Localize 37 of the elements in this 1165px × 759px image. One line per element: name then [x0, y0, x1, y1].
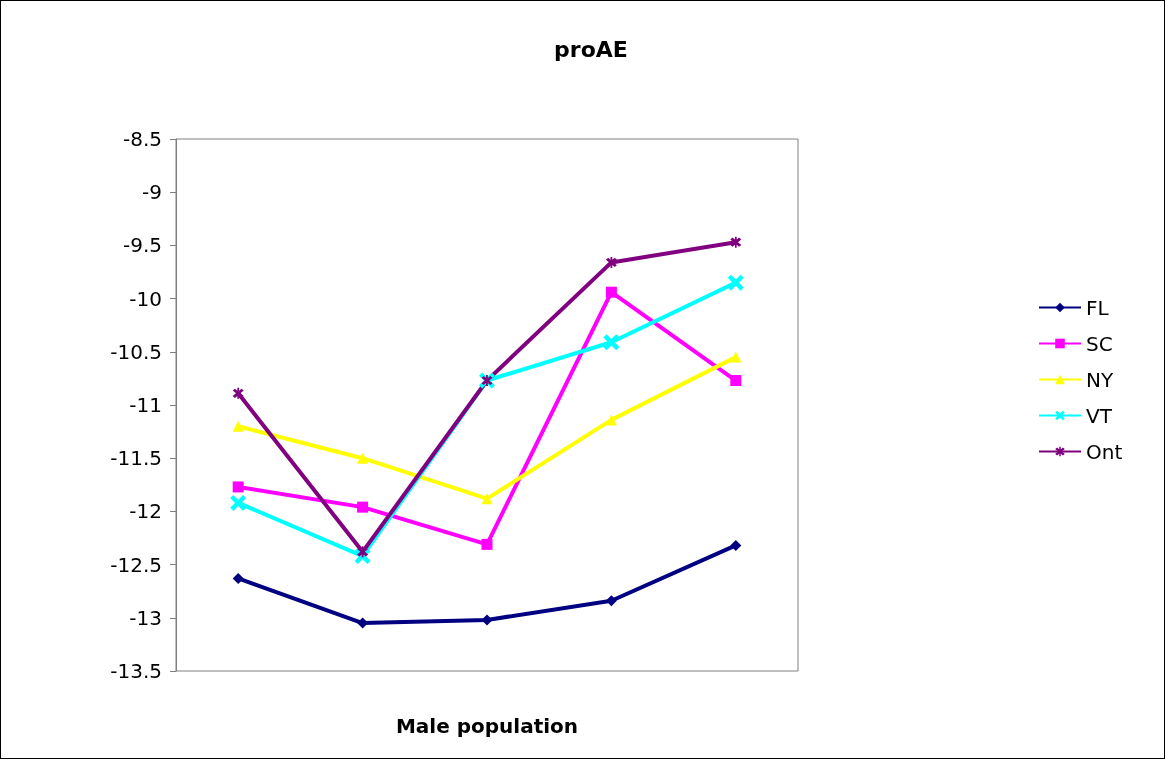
point	[603, 334, 620, 351]
legend-label: SC	[1086, 331, 1113, 356]
point	[481, 614, 493, 626]
y-tick-label: -12	[129, 499, 162, 524]
y-tick-label: -11	[129, 393, 162, 417]
point	[232, 572, 244, 584]
point	[230, 494, 247, 511]
chart-title: proAE	[554, 36, 628, 62]
legend-label: Ont	[1086, 439, 1123, 464]
legend-label: NY	[1086, 367, 1114, 392]
y-tick-label: -13.5	[110, 659, 162, 683]
point	[605, 286, 617, 298]
point	[730, 236, 742, 248]
point	[727, 274, 744, 291]
point	[357, 501, 369, 513]
y-tick-label: -10.5	[110, 339, 162, 364]
x-axis-title: Male population	[395, 714, 579, 738]
point	[232, 481, 244, 493]
point	[232, 387, 244, 399]
point	[232, 420, 244, 432]
point	[730, 375, 742, 387]
legend-label: VT	[1086, 403, 1113, 428]
y-tick-label: -9.5	[122, 233, 162, 258]
point	[730, 539, 742, 551]
y-tick-label: -12.5	[110, 552, 162, 577]
legend-label: FL	[1086, 295, 1110, 320]
point	[730, 351, 742, 363]
y-tick-label: -13	[129, 605, 162, 630]
point	[357, 452, 369, 464]
point	[605, 414, 617, 426]
y-tick-label: -9	[142, 180, 162, 205]
y-tick-label: -11.5	[110, 446, 162, 471]
point	[481, 538, 493, 550]
point	[481, 493, 493, 505]
y-tick-label: -10	[129, 286, 162, 311]
point	[605, 595, 617, 607]
y-tick-label: -8.5	[122, 127, 162, 151]
